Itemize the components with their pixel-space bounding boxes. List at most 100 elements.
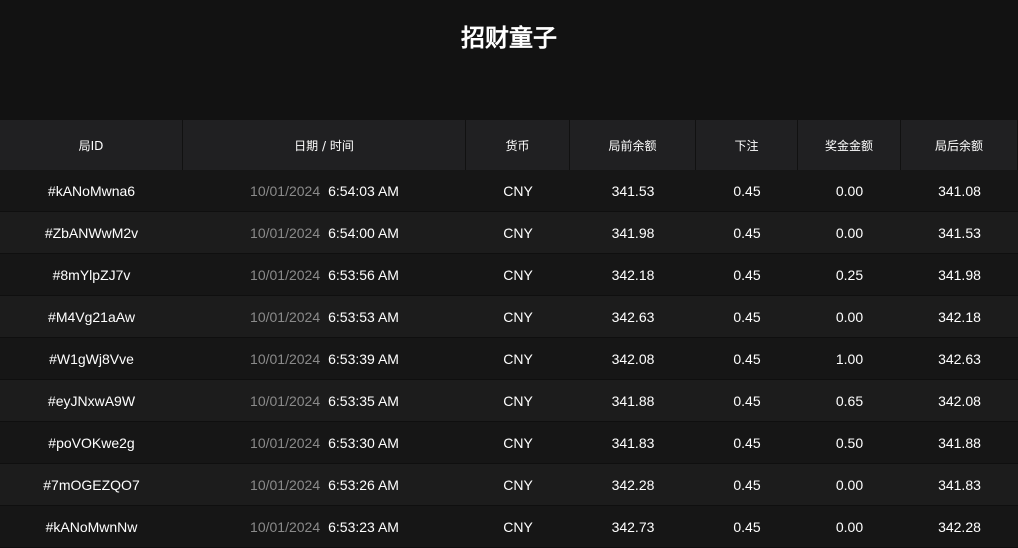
win-amount: 0.65 — [835, 392, 864, 409]
date: 10/01/2024 — [250, 182, 321, 199]
balance-before: 341.98 — [611, 224, 655, 241]
date-time: 10/01/2024 6:53:56 AM — [183, 254, 466, 295]
balance-after: 342.08 — [938, 392, 981, 409]
currency: CNY — [503, 518, 533, 535]
date-time: 10/01/2024 6:53:35 AM — [183, 380, 466, 421]
balance-before: 342.18 — [611, 266, 655, 283]
bet: 0.45 — [733, 434, 761, 451]
balance-before: 341.53 — [611, 182, 655, 199]
title: 招财童子 — [461, 24, 557, 52]
history-table: 局ID 日期 / 时间 货币 局前余额 下注 奖金金额 局后余额 #kANoMwna6 10/… — [0, 120, 1018, 548]
date-time: 10/01/2024 6:53:26 AM — [183, 464, 466, 505]
balance-before: 342.08 — [611, 350, 655, 367]
bet: 0.45 — [733, 266, 761, 283]
time: 6:53:30 AM — [328, 434, 399, 451]
time: 6:53:23 AM — [328, 518, 399, 535]
date-time: 10/01/2024 6:53:23 AM — [183, 506, 466, 547]
column-header: 货币 — [466, 120, 570, 170]
table-row: #eyJNxwA9W 10/01/2024 6:53:35 AM CNY 341.88 0… — [0, 380, 1018, 422]
column-header: 局后余额 — [901, 120, 1018, 170]
date: 10/01/2024 — [250, 224, 321, 241]
bet: 0.45 — [733, 350, 761, 367]
bet: 0.45 — [733, 308, 761, 325]
round-id: #eyJNxwA9W — [47, 392, 136, 409]
date-time: 10/01/2024 6:54:00 AM — [183, 212, 466, 253]
round-id: #kANoMwna6 — [47, 182, 136, 199]
balance-after: 342.63 — [938, 350, 981, 367]
currency: CNY — [503, 182, 533, 199]
date: 10/01/2024 — [250, 266, 321, 283]
bet: 0.45 — [733, 392, 761, 409]
time: 6:53:39 AM — [328, 350, 399, 367]
round-id: #7mOGEZQO7 — [43, 476, 140, 493]
date: 10/01/2024 — [250, 392, 321, 409]
table-row: #W1gWj8Vve 10/01/2024 6:53:39 AM CNY 342.08 0… — [0, 338, 1018, 380]
time: 6:54:03 AM — [328, 182, 399, 199]
date: 10/01/2024 — [250, 308, 321, 325]
balance-after: 341.08 — [938, 182, 981, 199]
currency: CNY — [503, 350, 533, 367]
currency: CNY — [503, 308, 533, 325]
table-row: #kANoMwna6 10/01/2024 6:54:03 AM CNY 341.53 0… — [0, 170, 1018, 212]
balance-after: 341.98 — [938, 266, 981, 283]
date: 10/01/2024 — [250, 476, 321, 493]
table-row: #ZbANWwM2v 10/01/2024 6:54:00 AM CNY 341.98 0… — [0, 212, 1018, 254]
date-time: 10/01/2024 6:53:30 AM — [183, 422, 466, 463]
balance-after: 341.88 — [938, 434, 981, 451]
currency: CNY — [503, 224, 533, 241]
time: 6:53:53 AM — [328, 308, 399, 325]
bet: 0.45 — [733, 224, 761, 241]
date-time: 10/01/2024 6:53:39 AM — [183, 338, 466, 379]
balance-after: 341.83 — [938, 476, 981, 493]
date-time: 10/01/2024 6:53:53 AM — [183, 296, 466, 337]
round-id: #poVOKwe2g — [48, 434, 135, 451]
win-amount: 0.50 — [835, 434, 864, 451]
balance-after: 341.53 — [938, 224, 981, 241]
column-header: 局ID — [0, 120, 183, 170]
column-header: 局前余额 — [570, 120, 696, 170]
bet: 0.45 — [733, 518, 761, 535]
table-row: #M4Vg21aAw 10/01/2024 6:53:53 AM CNY 342.63 0… — [0, 296, 1018, 338]
column-header: 日期 / 时间 — [183, 120, 466, 170]
table-row: #8mYlpZJ7v 10/01/2024 6:53:56 AM CNY 342.18 0… — [0, 254, 1018, 296]
win-amount: 0.00 — [835, 308, 864, 325]
balance-before: 342.28 — [611, 476, 655, 493]
table-row: #poVOKwe2g 10/01/2024 6:53:30 AM CNY 341.83 0… — [0, 422, 1018, 464]
time: 6:53:26 AM — [328, 476, 399, 493]
date-time: 10/01/2024 6:54:03 AM — [183, 170, 466, 211]
round-id: #M4Vg21aAw — [48, 308, 135, 325]
balance-before: 342.73 — [611, 518, 655, 535]
time: 6:53:56 AM — [328, 266, 399, 283]
date: 10/01/2024 — [250, 434, 321, 451]
date: 10/01/2024 — [250, 350, 321, 367]
win-amount: 0.00 — [835, 224, 864, 241]
win-amount: 0.00 — [835, 182, 864, 199]
time: 6:54:00 AM — [328, 224, 399, 241]
table-row: #7mOGEZQO7 10/01/2024 6:53:26 AM CNY 342.28 0… — [0, 464, 1018, 506]
currency: CNY — [503, 434, 533, 451]
table-header: 局ID 日期 / 时间 货币 局前余额 下注 奖金金额 局后余额 — [0, 120, 1018, 170]
bet: 0.45 — [733, 476, 761, 493]
column-header: 奖金金额 — [798, 120, 901, 170]
round-id: #W1gWj8Vve — [49, 350, 134, 367]
currency: CNY — [503, 392, 533, 409]
win-amount: 0.00 — [835, 518, 864, 535]
table-row: #kANoMwnNw 10/01/2024 6:53:23 AM CNY 342.73 0… — [0, 506, 1018, 548]
round-id: #kANoMwnNw — [45, 518, 138, 535]
currency: CNY — [503, 266, 533, 283]
win-amount: 0.25 — [835, 266, 864, 283]
bet: 0.45 — [733, 182, 761, 199]
balance-after: 342.18 — [938, 308, 981, 325]
balance-after: 342.28 — [938, 518, 981, 535]
balance-before: 341.88 — [611, 392, 655, 409]
round-id: #ZbANWwM2v — [44, 224, 139, 241]
date: 10/01/2024 — [250, 518, 321, 535]
currency: CNY — [503, 476, 533, 493]
time: 6:53:35 AM — [328, 392, 399, 409]
balance-before: 341.83 — [611, 434, 655, 451]
round-id: #8mYlpZJ7v — [52, 266, 131, 283]
win-amount: 0.00 — [835, 476, 864, 493]
win-amount: 1.00 — [835, 350, 864, 367]
column-header: 下注 — [696, 120, 798, 170]
